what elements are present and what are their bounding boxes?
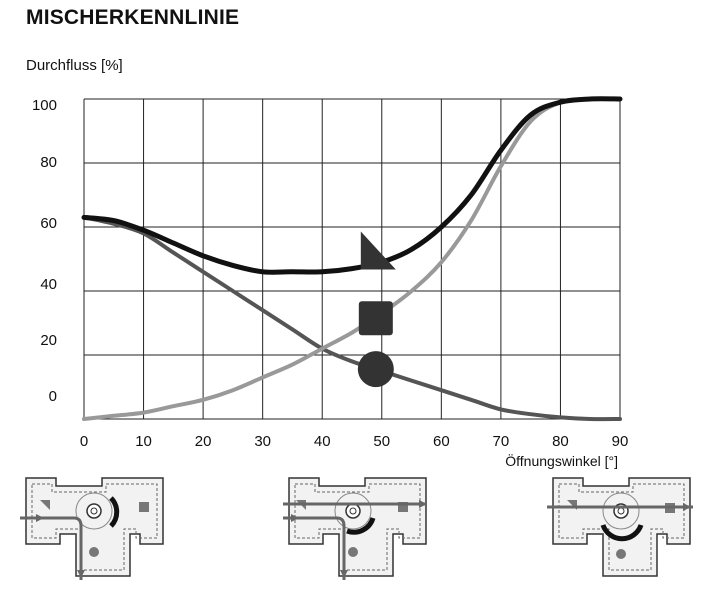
square-marker [358,301,393,336]
x-tick-label: 70 [493,433,510,450]
triangle-icon [40,500,50,510]
series-line-triangle [81,96,623,275]
circle-icon [616,549,626,559]
y-tick-label: 40 [40,276,57,293]
x-tick-label: 20 [195,433,212,450]
square-icon [139,502,149,512]
arrow-icon [36,514,44,522]
series-markers [357,231,396,388]
arrow-icon [340,570,348,578]
x-tick-label: 0 [80,433,88,450]
circle-marker [357,351,394,388]
arrow-icon [683,503,691,511]
y-tick-label: 80 [40,154,57,171]
x-tick-label: 10 [135,433,152,450]
y-tick-label: 20 [40,332,57,349]
x-tick-label: 60 [433,433,450,450]
triangle-marker [360,231,396,270]
arrow-icon [291,514,299,522]
x-tick-label: 90 [612,433,629,450]
arrow-icon [77,570,85,578]
x-tick-label: 40 [314,433,331,450]
series-line-circle [82,215,622,422]
chart-title: MISCHERKENNLINIE [26,6,240,29]
grid [83,98,621,420]
series-lines [81,96,623,422]
valve-diagram-closed [20,477,164,580]
x-axis-label: Öffnungswinkel [°] [505,452,618,469]
circle-icon [89,547,99,557]
axis-ticks: 0 10 20 30 40 50 60 70 80 90 0 20 40 60 80 100 [32,97,628,450]
y-axis-label: Durchfluss [%] [26,57,123,74]
circle-icon [348,547,358,557]
x-tick-label: 30 [254,433,271,450]
y-tick-label: 100 [32,97,57,114]
arrow-icon [419,500,427,508]
valve-diagram-open [547,477,693,577]
y-tick-label: 60 [40,215,57,232]
x-tick-label: 80 [552,433,569,450]
square-icon [398,502,408,512]
valve-diagram-mixing [283,477,427,580]
series-line-square [82,96,622,421]
x-tick-label: 50 [373,433,390,450]
y-tick-label: 0 [49,388,57,405]
